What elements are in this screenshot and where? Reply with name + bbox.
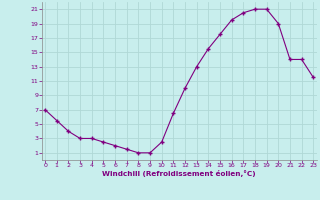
X-axis label: Windchill (Refroidissement éolien,°C): Windchill (Refroidissement éolien,°C) (102, 170, 256, 177)
